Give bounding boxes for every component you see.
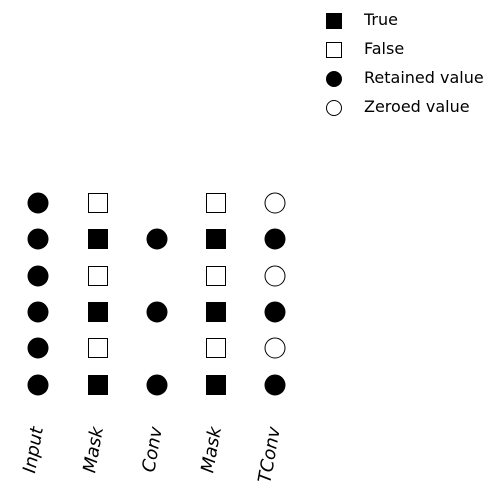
filled-circle-icon [264, 228, 286, 250]
filled-circle-icon [27, 228, 49, 250]
empty-circle-icon [326, 100, 342, 116]
legend-label-retained: Retained value [364, 68, 484, 87]
legend-item-false: False [322, 35, 500, 64]
filled-circle-icon [146, 374, 168, 396]
legend-label-false: False [364, 39, 405, 58]
empty-square-icon [206, 338, 226, 358]
empty-square-icon [88, 193, 108, 213]
column-label-input: Input [19, 424, 48, 474]
filled-circle-icon [27, 192, 49, 214]
filled-circle-icon [27, 337, 49, 359]
filled-square-icon [206, 302, 226, 322]
filled-square-icon [326, 13, 342, 29]
filled-circle-icon [27, 301, 49, 323]
column-label-mask: Mask [197, 424, 226, 475]
legend: True False Retained value Zeroed value [322, 6, 500, 122]
filled-circle-icon [146, 301, 168, 323]
empty-circle-icon [264, 337, 286, 359]
empty-square-icon [88, 338, 108, 358]
column-label-mask: Mask [79, 424, 108, 475]
filled-square-icon [206, 229, 226, 249]
empty-square-icon [206, 266, 226, 286]
legend-item-retained: Retained value [322, 64, 500, 93]
legend-item-zeroed: Zeroed value [322, 93, 500, 122]
column-label-conv: Conv [138, 425, 167, 474]
filled-circle-icon [264, 301, 286, 323]
filled-square-icon [88, 229, 108, 249]
column-label-tconv: TConv [254, 425, 285, 485]
empty-square-icon [206, 193, 226, 213]
empty-circle-icon [264, 265, 286, 287]
filled-circle-icon [27, 374, 49, 396]
filled-circle-icon [146, 228, 168, 250]
filled-square-icon [88, 375, 108, 395]
filled-square-icon [206, 375, 226, 395]
legend-item-true: True [322, 6, 500, 35]
empty-square-icon [326, 42, 342, 58]
legend-label-zeroed: Zeroed value [364, 97, 470, 116]
filled-circle-icon [326, 71, 342, 87]
filled-square-icon [88, 302, 108, 322]
filled-circle-icon [264, 374, 286, 396]
empty-circle-icon [264, 192, 286, 214]
empty-square-icon [88, 266, 108, 286]
filled-circle-icon [27, 265, 49, 287]
legend-label-true: True [364, 10, 398, 29]
